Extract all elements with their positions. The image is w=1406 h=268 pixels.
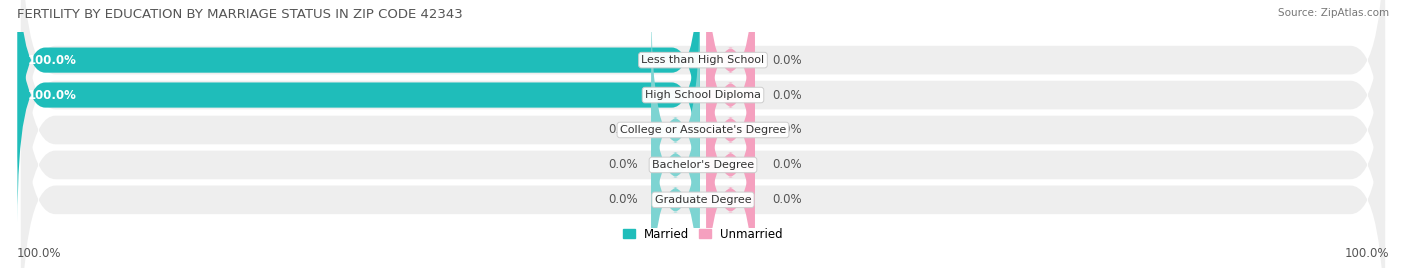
Text: Less than High School: Less than High School [641,55,765,65]
Text: 0.0%: 0.0% [772,158,801,172]
FancyBboxPatch shape [651,38,700,268]
FancyBboxPatch shape [21,0,1385,268]
Text: Source: ZipAtlas.com: Source: ZipAtlas.com [1278,8,1389,18]
Text: 0.0%: 0.0% [772,88,801,102]
FancyBboxPatch shape [706,0,755,187]
Text: 0.0%: 0.0% [772,124,801,136]
Text: 0.0%: 0.0% [607,124,637,136]
FancyBboxPatch shape [706,38,755,268]
FancyBboxPatch shape [17,0,700,187]
FancyBboxPatch shape [21,0,1385,221]
Text: FERTILITY BY EDUCATION BY MARRIAGE STATUS IN ZIP CODE 42343: FERTILITY BY EDUCATION BY MARRIAGE STATU… [17,8,463,21]
Text: Bachelor's Degree: Bachelor's Degree [652,160,754,170]
Text: 100.0%: 100.0% [1344,247,1389,260]
FancyBboxPatch shape [21,39,1385,268]
Text: 0.0%: 0.0% [772,193,801,206]
FancyBboxPatch shape [706,0,755,222]
FancyBboxPatch shape [651,3,700,257]
FancyBboxPatch shape [706,73,755,268]
FancyBboxPatch shape [17,0,700,222]
Text: 0.0%: 0.0% [772,54,801,67]
FancyBboxPatch shape [706,3,755,257]
Text: 100.0%: 100.0% [28,54,77,67]
Text: 100.0%: 100.0% [17,247,62,260]
Text: 100.0%: 100.0% [28,88,77,102]
Text: College or Associate's Degree: College or Associate's Degree [620,125,786,135]
FancyBboxPatch shape [651,73,700,268]
Legend: Married, Unmarried: Married, Unmarried [619,223,787,245]
Text: 0.0%: 0.0% [607,158,637,172]
FancyBboxPatch shape [21,5,1385,268]
Text: Graduate Degree: Graduate Degree [655,195,751,205]
FancyBboxPatch shape [21,0,1385,255]
Text: 0.0%: 0.0% [607,193,637,206]
Text: High School Diploma: High School Diploma [645,90,761,100]
